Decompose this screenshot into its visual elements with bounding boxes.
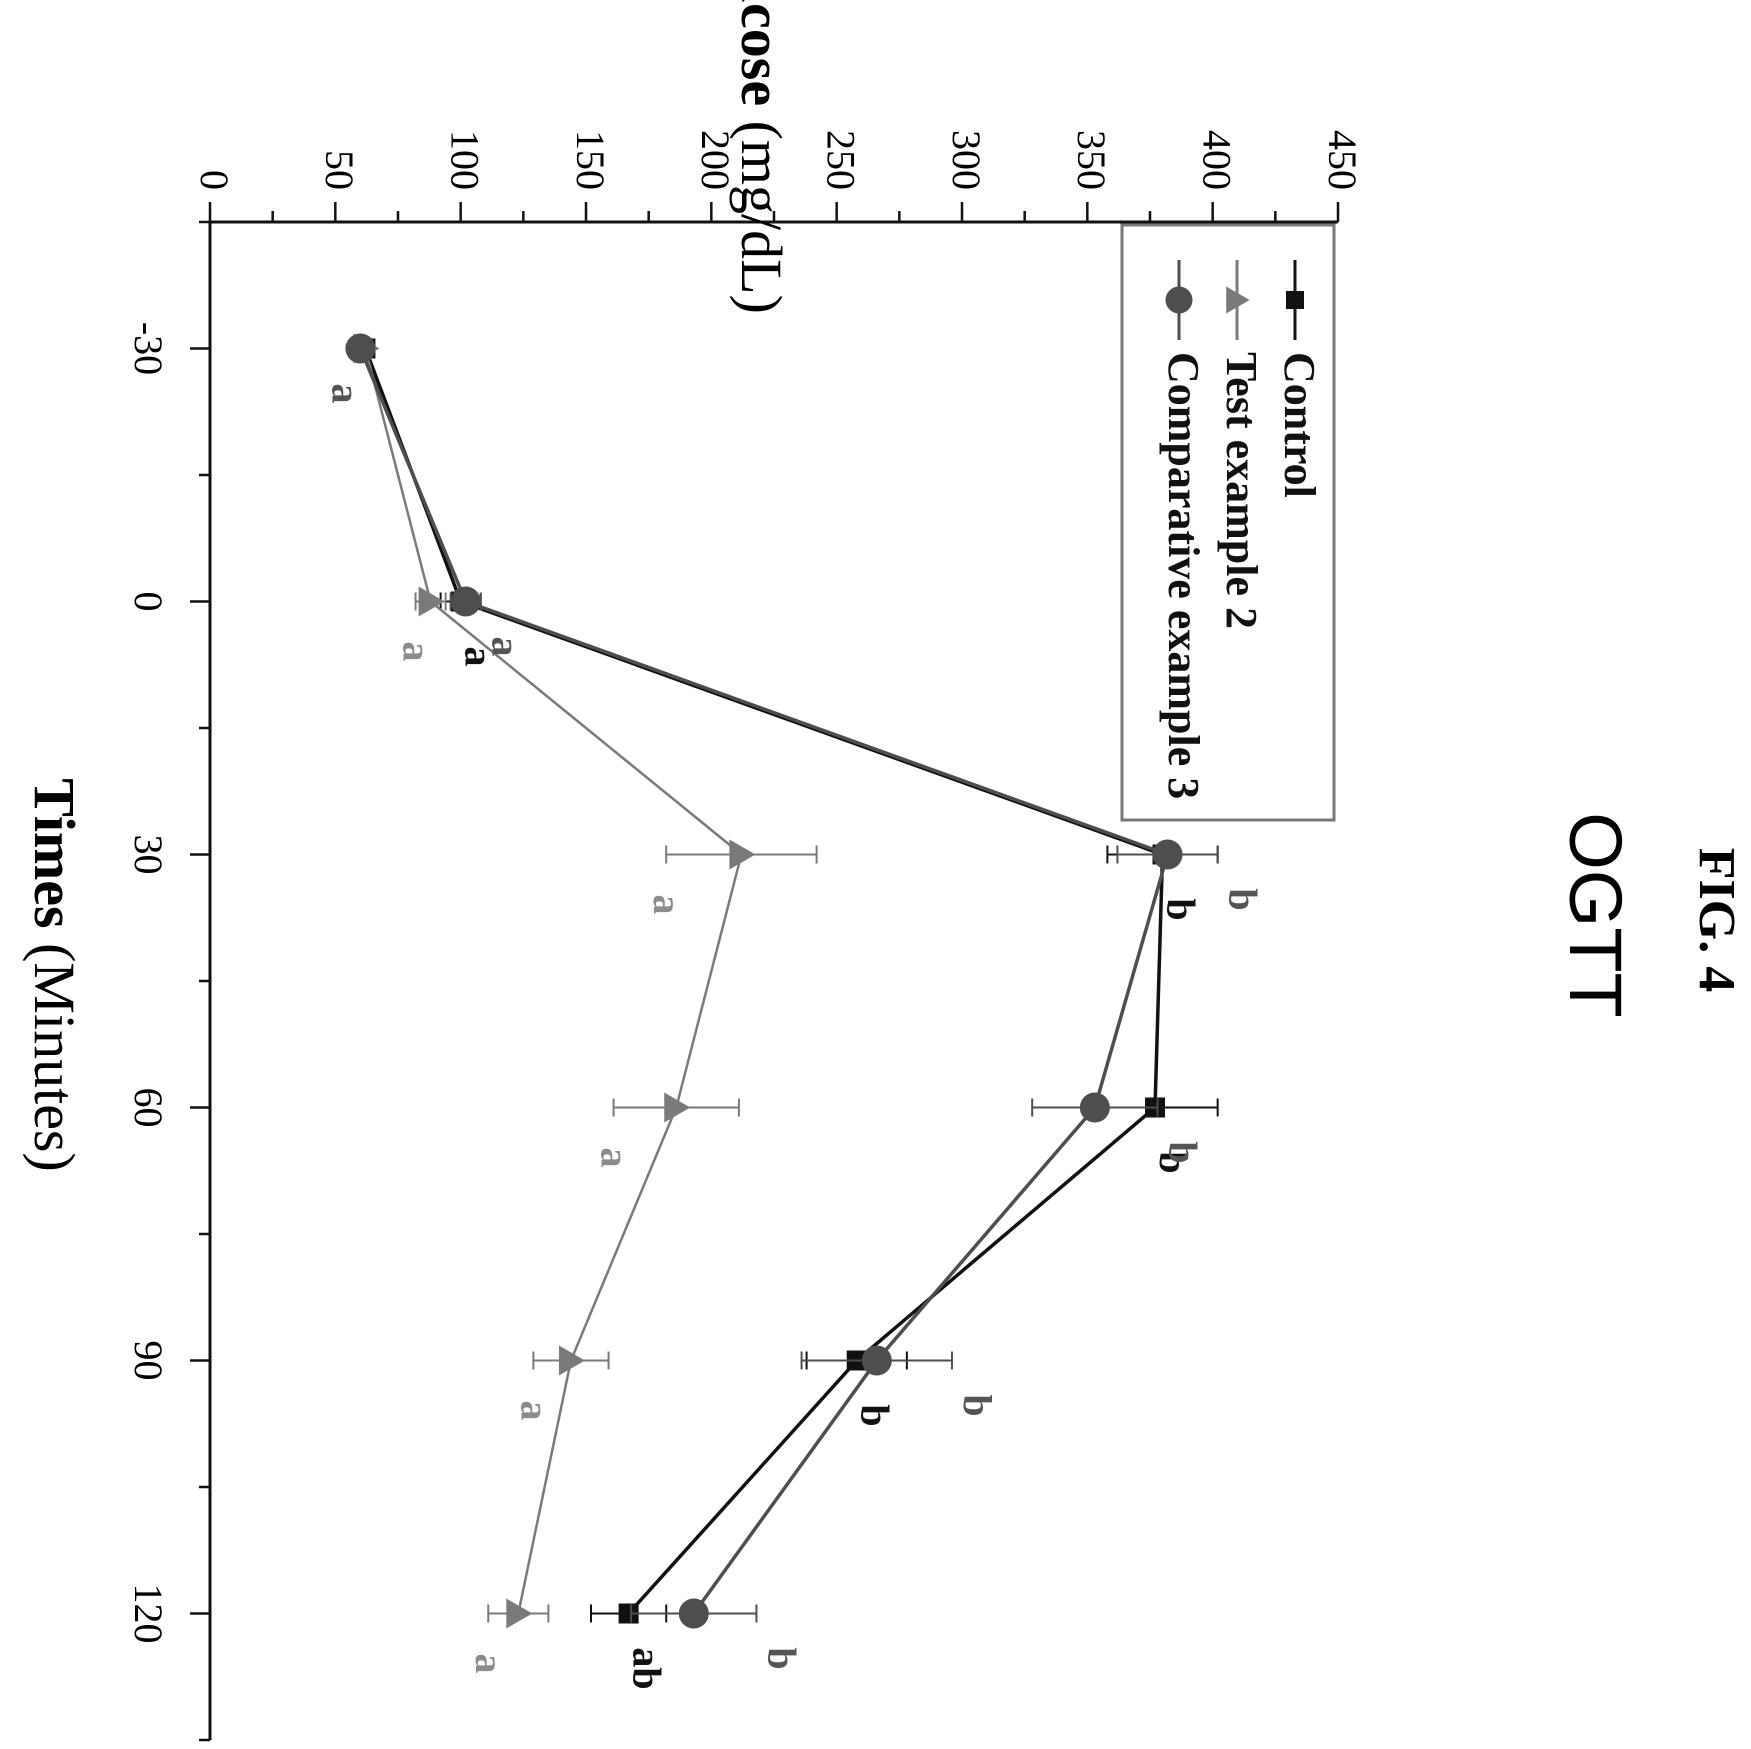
control-point (618, 1603, 639, 1624)
legend-label-test-example-2: Test example 2 (1217, 352, 1266, 629)
control-significance-letter: b (853, 1404, 898, 1426)
legend-box (1120, 223, 1336, 822)
glucose-tick-label: 100 (442, 130, 487, 190)
time-tick-label: -30 (126, 322, 171, 375)
figure-header: FIG. 4 OGTT (1554, 812, 1745, 1018)
test-example-2-significance-letter: a (645, 895, 690, 915)
comparative-example-3-point (678, 1598, 709, 1629)
test-example-2-point (729, 839, 756, 870)
legend-marker-test-example-2 (1226, 286, 1250, 314)
glucose-tick-label: 350 (1069, 130, 1114, 190)
figure-label: FIG. 4 (1688, 848, 1745, 992)
time-tick-label: 60 (126, 1088, 171, 1128)
glucose-tick-label: 200 (693, 130, 738, 190)
comparative-example-3-significance-letter: a (484, 637, 529, 657)
comparative-example-3-significance-letter: b (955, 1394, 1000, 1416)
comparative-example-3-significance-letter: a (323, 384, 368, 404)
legend-marker-comparative-example-3 (1165, 286, 1193, 314)
comparative-example-3-significance-letter: b (1161, 1141, 1206, 1163)
time-axis-title-rest: (Minutes) (22, 929, 87, 1172)
time-axis-title-bold: Times (22, 778, 87, 928)
glucose-axis-title: Blood glucose (mg/dL) (729, 0, 794, 314)
test-example-2-significance-letter: a (395, 642, 440, 662)
legend-label-comparative-example-3: Comparative example 3 (1159, 352, 1208, 799)
glucose-tick-label: 150 (568, 130, 613, 190)
comparative-example-3-point (861, 1345, 892, 1376)
glucose-tick-label: 250 (818, 130, 863, 190)
figure-title: OGTT (1554, 812, 1637, 1018)
comparative-example-3-significance-letter: b (759, 1647, 804, 1669)
comparative-example-3-point (450, 586, 481, 617)
control-significance-letter: b (1151, 1151, 1196, 1173)
time-tick-label: 120 (126, 1584, 171, 1644)
test-example-2-significance-letter: a (512, 1401, 557, 1421)
glucose-tick-label: 300 (944, 130, 989, 190)
control-significance-letter: ab (625, 1647, 670, 1689)
test-example-2-line (364, 348, 743, 1614)
glucose-axis-title-rest: (mg/dL) (729, 106, 794, 314)
glucose-tick-label: 50 (317, 150, 362, 190)
test-example-2-point (506, 1598, 533, 1629)
control-significance-letter: b (1159, 898, 1204, 920)
control-line (363, 347, 1165, 1615)
test-example-2-significance-letter: a (593, 1148, 638, 1168)
comparative-example-3-point (345, 333, 376, 364)
comparative-example-3-line (358, 347, 1170, 1615)
time-tick-label: 0 (126, 592, 171, 612)
time-tick-label: 90 (126, 1341, 171, 1381)
legend-label-control: Control (1275, 352, 1324, 498)
test-example-2-point (558, 1345, 585, 1376)
glucose-tick-label: 400 (1194, 130, 1239, 190)
test-example-2-point (664, 1092, 691, 1123)
legend-marker-control (1286, 291, 1304, 309)
time-axis-title: Times (Minutes) (22, 778, 87, 1172)
comparative-example-3-point (1079, 1092, 1110, 1123)
comparative-example-3-significance-letter: b (1221, 888, 1266, 910)
glucose-axis-title-bold: Blood glucose (729, 0, 794, 106)
glucose-tick-label: 0 (192, 170, 237, 190)
time-tick-label: 30 (126, 835, 171, 875)
test-example-2-significance-letter: a (467, 1654, 512, 1674)
plot-area: 0 50 100 150 200 250 300 350 400 450 -30 0 30 60 90 120… (22, 0, 1365, 1742)
glucose-tick-label: 450 (1320, 130, 1365, 190)
test-example-2-point (418, 586, 445, 617)
comparative-example-3-point (1152, 839, 1183, 870)
